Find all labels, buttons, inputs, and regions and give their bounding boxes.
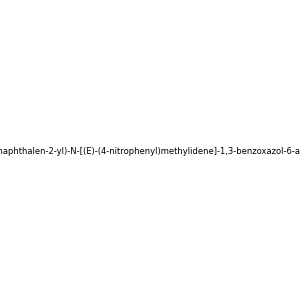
Text: 2-(naphthalen-2-yl)-N-[(E)-(4-nitrophenyl)methylidene]-1,3-benzoxazol-6-amine: 2-(naphthalen-2-yl)-N-[(E)-(4-nitropheny… (0, 147, 300, 156)
